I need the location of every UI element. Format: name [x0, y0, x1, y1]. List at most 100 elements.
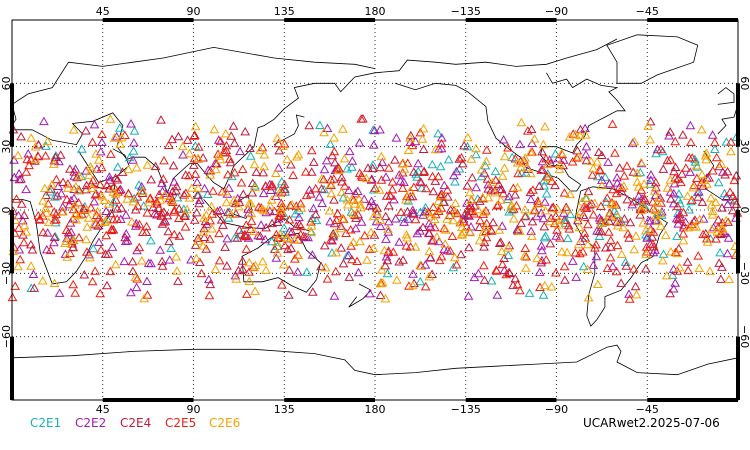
observation-marker	[330, 266, 341, 276]
observation-marker	[316, 184, 327, 193]
observation-marker	[538, 213, 549, 223]
observation-marker	[678, 130, 688, 139]
observation-marker	[207, 223, 217, 233]
observation-marker	[284, 226, 295, 235]
observation-marker	[648, 239, 658, 248]
observation-marker	[417, 134, 428, 143]
observation-marker	[126, 118, 136, 128]
observation-marker	[85, 252, 95, 262]
observation-marker	[296, 203, 307, 212]
observation-marker	[627, 138, 638, 147]
observation-marker	[292, 267, 303, 276]
observation-marker	[433, 204, 444, 214]
observation-marker	[56, 188, 67, 198]
observation-marker	[205, 215, 216, 225]
observation-marker	[354, 137, 365, 147]
observation-marker	[112, 162, 123, 171]
observation-marker	[543, 172, 554, 182]
observation-marker	[607, 119, 618, 128]
observation-marker	[287, 227, 297, 236]
observation-marker	[231, 274, 242, 283]
observation-marker	[372, 209, 382, 218]
observation-marker	[112, 174, 123, 184]
observation-marker	[429, 214, 440, 223]
observation-marker	[191, 207, 202, 217]
observation-marker	[69, 235, 79, 244]
observation-marker	[401, 241, 412, 250]
observation-marker	[101, 230, 112, 240]
observation-marker	[499, 253, 509, 262]
observation-marker	[221, 197, 232, 207]
observation-marker	[519, 251, 530, 260]
observation-marker	[706, 224, 717, 234]
observation-marker	[546, 281, 557, 291]
observation-marker	[244, 267, 254, 276]
observation-marker	[156, 115, 166, 124]
observation-marker	[539, 280, 550, 290]
observation-marker	[33, 210, 44, 220]
observation-marker	[350, 210, 360, 219]
observation-marker	[316, 261, 326, 271]
observation-marker	[322, 123, 333, 132]
observation-marker	[497, 171, 508, 180]
observation-marker	[282, 233, 293, 242]
observation-marker	[698, 229, 708, 239]
observation-marker	[579, 228, 590, 237]
observation-marker	[583, 219, 593, 229]
observation-marker	[123, 164, 134, 174]
observation-marker	[405, 130, 416, 140]
observation-marker	[174, 203, 185, 213]
observation-marker	[562, 233, 573, 243]
observation-marker	[295, 221, 306, 231]
coastline	[717, 104, 739, 135]
observation-marker	[706, 193, 716, 202]
observation-marker	[721, 137, 732, 146]
frame-bar-right	[736, 210, 740, 274]
observation-marker	[306, 227, 316, 237]
observation-marker	[173, 276, 183, 285]
observation-marker	[494, 184, 505, 193]
observation-marker	[412, 228, 423, 238]
observation-marker	[523, 164, 534, 173]
observation-marker	[479, 207, 490, 216]
observation-marker	[267, 181, 277, 191]
observation-marker	[261, 222, 271, 232]
observation-marker	[536, 208, 547, 217]
observation-marker	[28, 269, 39, 278]
observation-marker	[609, 199, 620, 209]
observation-marker	[86, 202, 96, 212]
observation-marker	[433, 171, 444, 181]
observation-marker	[356, 114, 367, 123]
observation-marker	[120, 130, 130, 139]
observation-marker	[465, 227, 476, 237]
observation-marker	[629, 244, 640, 254]
observation-marker	[636, 157, 647, 167]
observation-marker	[368, 211, 379, 221]
observation-marker	[203, 165, 214, 174]
observation-marker	[81, 125, 91, 135]
observation-marker	[172, 192, 183, 202]
observation-marker	[317, 198, 327, 207]
observation-marker	[122, 194, 133, 203]
observation-marker	[319, 164, 330, 174]
observation-marker	[52, 190, 63, 200]
observation-marker	[674, 262, 685, 272]
observation-marker	[260, 181, 271, 190]
observation-marker	[109, 133, 120, 142]
observation-marker	[650, 205, 661, 215]
observation-marker	[326, 188, 337, 198]
observation-marker	[707, 130, 718, 139]
observation-marker	[244, 257, 255, 267]
observation-marker	[21, 184, 31, 194]
observation-marker	[30, 154, 41, 164]
observation-marker	[515, 285, 525, 295]
observation-marker	[606, 199, 617, 208]
observation-marker	[290, 208, 301, 218]
observation-marker	[383, 163, 394, 172]
observation-marker	[595, 165, 606, 175]
observation-marker	[330, 157, 340, 167]
observation-marker	[249, 226, 259, 236]
observation-marker	[54, 288, 65, 297]
observation-marker	[68, 204, 79, 214]
observation-marker	[275, 229, 285, 239]
